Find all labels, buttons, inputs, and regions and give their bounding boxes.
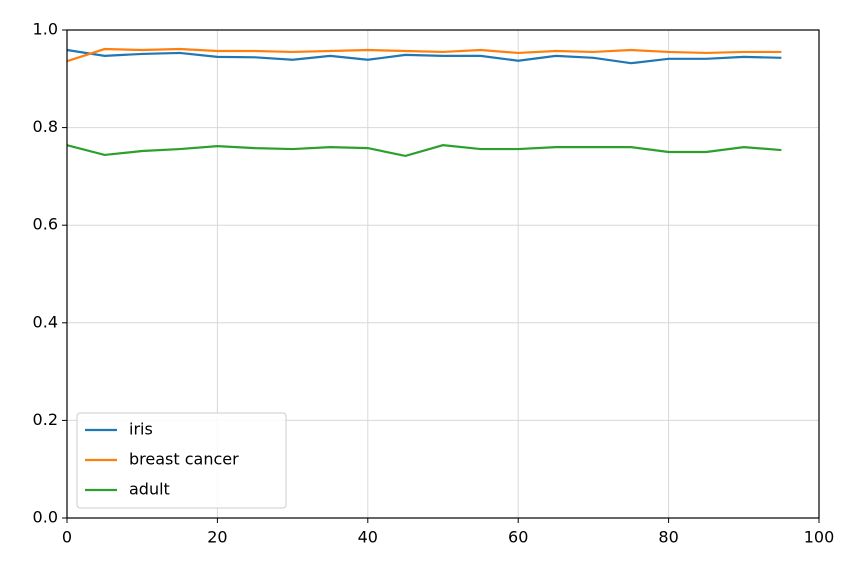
x-tick-label: 100 xyxy=(804,528,835,547)
y-tick-label: 0.6 xyxy=(33,215,58,234)
series-line xyxy=(66,47,782,63)
x-tick-label: 60 xyxy=(508,528,528,547)
x-tick-label: 40 xyxy=(358,528,378,547)
series-line xyxy=(66,144,782,158)
series-line xyxy=(66,48,782,65)
y-tick-label: 0.8 xyxy=(33,117,58,136)
x-tick-label: 80 xyxy=(658,528,678,547)
y-tick-label: 0.4 xyxy=(33,312,58,331)
x-tick-label: 20 xyxy=(207,528,227,547)
y-tick-label: 0.0 xyxy=(33,508,58,527)
x-tick-label: 0 xyxy=(62,528,72,547)
y-tick-label: 1.0 xyxy=(33,20,58,39)
legend-label: adult xyxy=(129,480,170,499)
legend-label: breast cancer xyxy=(129,450,239,469)
legend-box xyxy=(76,412,287,509)
plot-frame xyxy=(66,29,820,519)
y-tick-label: 0.2 xyxy=(33,410,58,429)
legend: iris breast cancer adult xyxy=(76,412,287,509)
legend-label: iris xyxy=(129,420,153,439)
